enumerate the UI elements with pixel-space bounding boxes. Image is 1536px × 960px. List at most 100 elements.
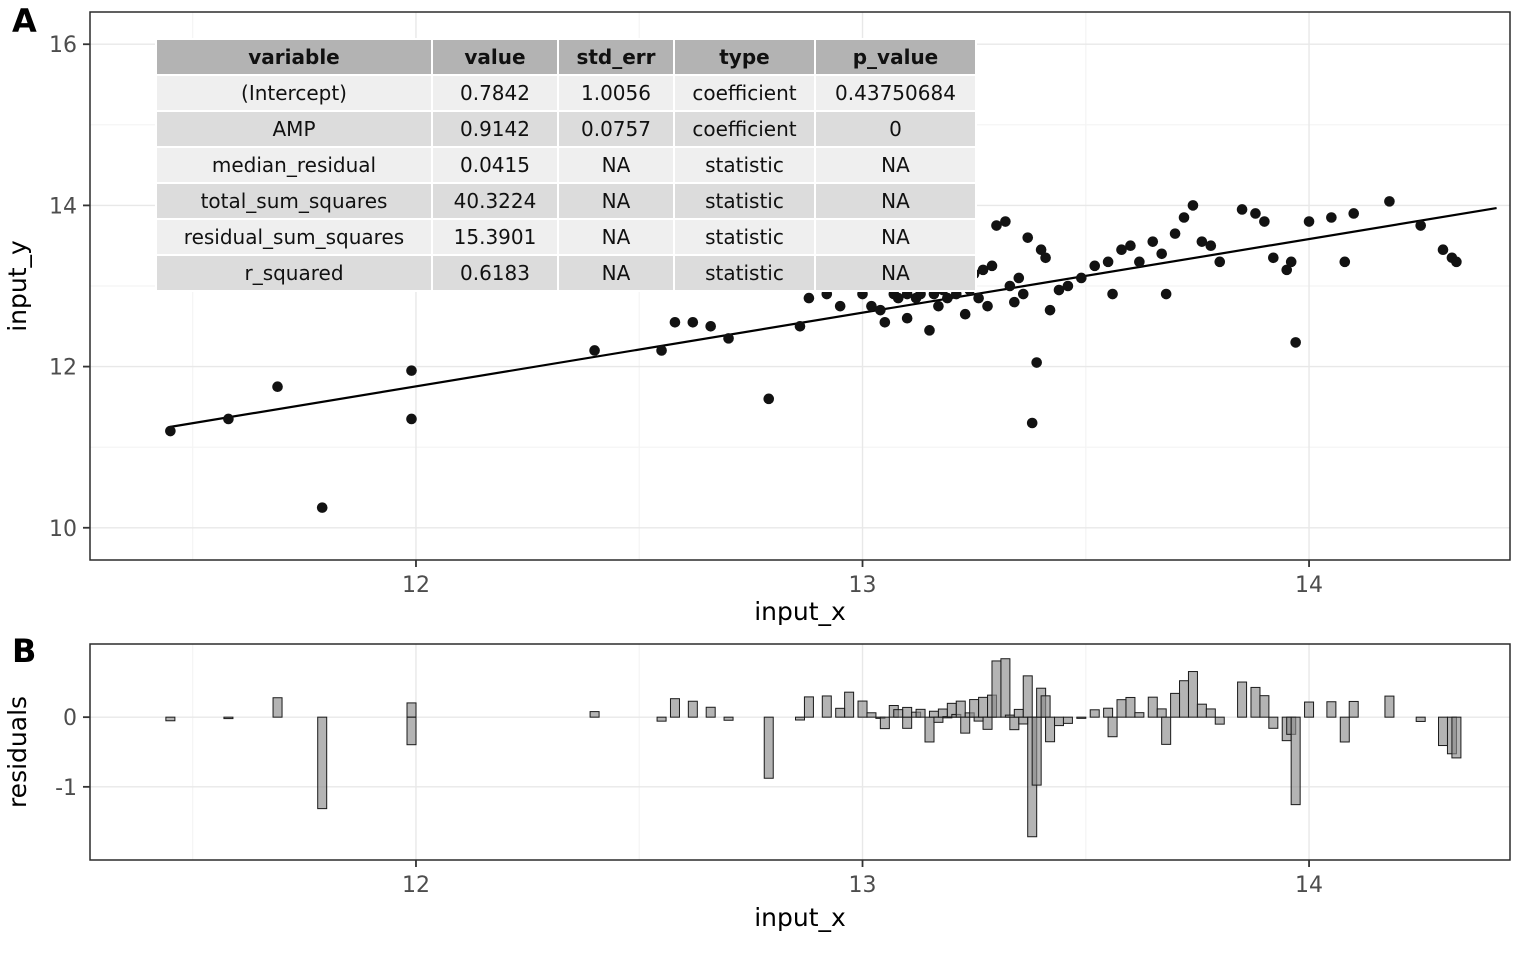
stats-table-cell: NA [816,148,975,182]
stats-table-header-cell: std_err [559,40,673,74]
data-point [973,292,984,304]
residual-bar [1156,708,1167,718]
data-point [589,345,600,356]
panel-a: A 12 13 14 10 12 14 16 input_x input_y variable v… [3,2,1511,626]
data-point [1290,337,1301,348]
panel-a-label: A [12,2,37,40]
residual-bar [1290,716,1301,806]
data-point [1281,264,1293,276]
residual-bar [866,712,877,718]
data-point [1089,260,1101,272]
stats-table-cell: NA [816,184,975,218]
data-point [875,304,886,316]
y-tick-label: 0 [63,706,77,731]
stats-table-cell: 15.3901 [433,220,557,254]
y-tick-label: 16 [49,33,77,58]
panel-border [89,11,1511,561]
residual-bar [223,716,234,720]
x-tick-label: 13 [849,573,877,598]
residual-bar [1147,696,1158,718]
data-point [1147,236,1159,247]
data-point [1035,244,1047,256]
y-axis-title: input_y [3,240,32,332]
data-point [1004,280,1016,292]
data-point [959,308,971,320]
data-point [406,413,417,425]
data-point [1236,204,1248,215]
residual-bar [1339,716,1350,743]
y-tick-label: 14 [49,194,77,219]
stats-table-wrap: variable value std_err type p_value (Intercep… [155,38,977,292]
residual-bar [1259,695,1270,718]
data-point [272,381,283,393]
residual-bar [165,716,176,722]
residual-bar [1076,716,1087,719]
stats-table-cell: AMP [157,112,431,146]
data-point [1169,228,1181,239]
stats-table-cell: NA [816,220,975,254]
residual-bar [687,700,698,718]
residual-bar [589,711,600,718]
x-tick-label: 14 [1295,873,1323,898]
stats-table-cell: 0.0757 [559,112,673,146]
panel-b-label: B [12,632,37,670]
data-point [1348,208,1360,219]
data-point [1040,252,1051,264]
stats-table-row: median_residual 0.0415 NA statistic NA [157,148,975,182]
stats-table: variable value std_err type p_value (Intercep… [155,38,977,292]
data-point [924,325,935,336]
data-point [1053,284,1065,296]
stats-table-cell: NA [559,256,673,290]
data-point [1268,252,1279,264]
y-tick-label: 12 [49,356,77,381]
y-tick-label: -1 [55,776,77,801]
data-point [977,264,989,276]
data-point [794,320,806,332]
data-point [1022,232,1034,243]
data-point [1000,216,1011,227]
stats-table-cell: NA [559,148,673,182]
stats-table-cell: 0.0415 [433,148,557,182]
data-point [1437,244,1449,256]
panel-border [89,643,1511,861]
data-point [223,413,234,425]
x-tick-label: 12 [402,873,430,898]
residual-bar [1451,716,1462,759]
data-point [1044,304,1056,316]
residual-bar [928,710,939,718]
residual-bar [821,695,832,718]
data-point [1017,288,1029,300]
residual-bar [1205,708,1216,718]
residual-bar [317,716,328,810]
data-point [656,345,667,356]
residual-bar [1022,675,1033,718]
stats-table-cell: total_sum_squares [157,184,431,218]
residual-bar [406,716,417,746]
residual-bar [1268,716,1279,729]
stats-table-cell: NA [559,184,673,218]
stats-table-row: r_squared 0.6183 NA statistic NA [157,256,975,290]
residual-bar [933,716,944,723]
residual-bar [978,696,989,718]
stats-table-cell: 40.3224 [433,184,557,218]
residual-bar [893,709,904,718]
stats-table-header-cell: value [433,40,557,74]
data-point [834,300,846,312]
residual-bar [795,716,805,721]
residual-bar [1013,708,1024,718]
data-point [1451,256,1462,268]
data-point [1134,256,1145,268]
data-point [406,365,417,376]
stats-table-cell: statistic [675,220,814,254]
data-point [1285,256,1297,268]
residual-bar [1107,716,1118,738]
residual-bar [723,716,734,721]
data-point [1384,196,1395,207]
data-point [1326,212,1337,223]
stats-table-cell: 0.9142 [433,112,557,146]
residual-bar [1116,699,1127,718]
residual-bar [960,716,971,734]
data-point [1187,200,1199,211]
stats-table-row: residual_sum_squares 15.3901 NA statistic NA [157,220,975,254]
